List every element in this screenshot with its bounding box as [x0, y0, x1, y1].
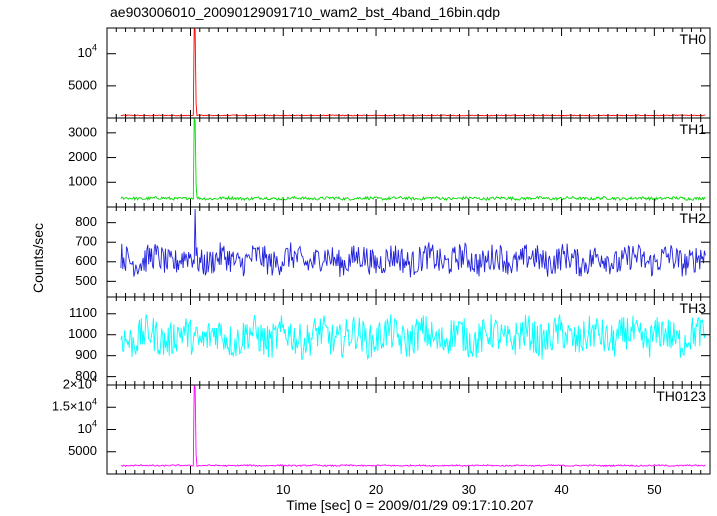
panel-label-th0123: TH0123 — [656, 388, 706, 404]
series-line-th2 — [120, 208, 706, 278]
y-tick-label: 104 — [78, 419, 97, 436]
series-line-th0123 — [120, 385, 706, 468]
x-tick-label: 0 — [187, 482, 194, 497]
x-axis-label: Time [sec] 0 = 2009/01/29 09:17:10.207 — [286, 497, 534, 513]
x-tick-label: 10 — [276, 482, 290, 497]
y-tick-label: 500 — [75, 273, 97, 288]
y-tick-label: 1000 — [68, 326, 97, 341]
panel-frame — [106, 117, 711, 208]
series-line-th0 — [120, 28, 706, 117]
panel-frame — [106, 27, 711, 119]
y-tick-label: 700 — [75, 234, 97, 249]
x-tick-label: 20 — [369, 482, 383, 497]
y-tick-label: 5000 — [68, 443, 97, 458]
y-tick-label: 104 — [78, 43, 97, 60]
panel-frame — [106, 384, 711, 475]
y-tick-label: 800 — [75, 368, 97, 383]
x-tick-label: 40 — [554, 482, 568, 497]
y-tick-label: 800 — [75, 214, 97, 229]
series-line-th3 — [120, 314, 706, 361]
y-tick-label: 900 — [75, 347, 97, 362]
panel-label-th1: TH1 — [680, 121, 707, 137]
y-tick-label: 2000 — [68, 149, 97, 164]
series-line-th1 — [120, 117, 706, 202]
y-tick-label: 600 — [75, 253, 97, 268]
x-tick-label: 50 — [647, 482, 661, 497]
x-tick-label: 30 — [462, 482, 476, 497]
panel-label-th0: TH0 — [680, 31, 707, 47]
y-tick-label: 2×104 — [63, 374, 97, 391]
panel-label-th2: TH2 — [680, 210, 707, 226]
y-tick-label: 1000 — [68, 174, 97, 189]
y-tick-label: 1.5×104 — [52, 397, 97, 414]
chart-title: ae903006010_20090129091710_wam2_bst_4ban… — [110, 4, 501, 20]
y-tick-label: 5000 — [68, 77, 97, 92]
y-tick-label: 3000 — [68, 124, 97, 139]
panel-label-th3: TH3 — [680, 300, 707, 316]
y-tick-label: 1100 — [69, 305, 97, 320]
